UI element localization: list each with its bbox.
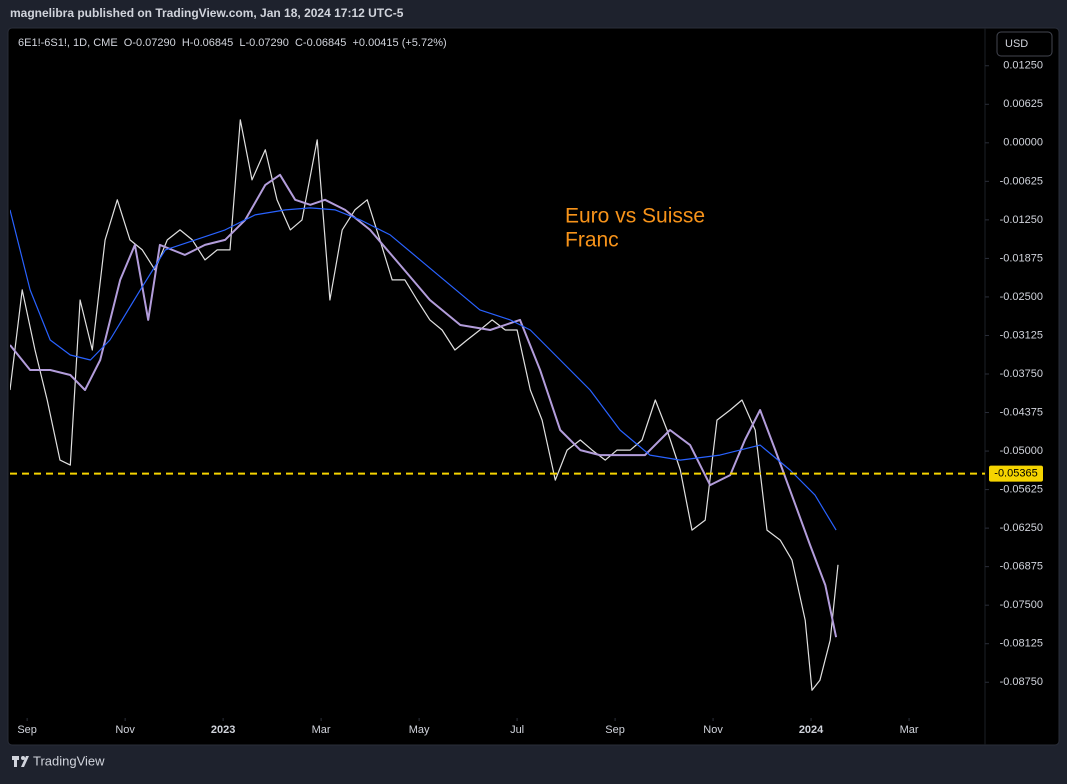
y-tick-label: -0.02500 (1000, 291, 1043, 303)
currency-button[interactable] (996, 31, 1053, 57)
y-tick-label: -0.03750 (1000, 368, 1043, 380)
x-tick-label: Mar (312, 724, 331, 736)
series-line (10, 119, 839, 691)
tv-logo (12, 756, 29, 767)
y-tick-label: -0.01875 (1000, 252, 1043, 264)
series-line (10, 207, 837, 531)
price-level-badge (989, 465, 1043, 482)
x-tick-label: Sep (17, 724, 37, 736)
x-tick-label: Sep (605, 724, 625, 736)
y-tick-label: -0.01250 (1000, 214, 1043, 226)
x-tick-label: 2024 (799, 724, 824, 736)
chart-panel (7, 27, 1060, 746)
x-tick-label: Mar (900, 724, 919, 736)
x-tick-label: May (409, 724, 430, 736)
x-tick-label: 2023 (211, 724, 235, 736)
y-tick-label: -0.06875 (1000, 561, 1043, 573)
plot-area (10, 119, 839, 691)
y-tick-label: -0.08750 (1000, 676, 1043, 688)
y-tick-label: -0.05625 (1000, 483, 1043, 495)
currency-label: USD (1005, 38, 1028, 50)
y-tick-label: -0.06250 (1000, 522, 1043, 534)
x-tick-label: Nov (115, 724, 135, 736)
annotation: Franc (565, 229, 619, 252)
footer-brand: TradingView (33, 753, 105, 768)
y-tick-label: -0.04375 (1000, 406, 1043, 418)
y-tick-label: 0.00625 (1003, 98, 1043, 110)
series-line (10, 173, 838, 638)
y-tick-label: -0.05000 (1000, 445, 1043, 457)
x-tick-label: Jul (510, 724, 524, 736)
y-tick-label: -0.00625 (1000, 175, 1043, 187)
symbol-legend: 6E1!-6S1!, 1D, CME O-0.07290 H-0.06845 L… (18, 37, 447, 49)
y-tick-label: 0.01250 (1003, 60, 1043, 72)
y-tick-label: 0.00000 (1003, 137, 1043, 149)
x-tick-label: Nov (703, 724, 723, 736)
publisher-line: magnelibra published on TradingView.com,… (10, 6, 404, 20)
annotation: Euro vs Suisse (565, 205, 705, 228)
price-level-label: -0.05365 (994, 467, 1037, 479)
y-tick-label: -0.07500 (1000, 599, 1043, 611)
y-tick-label: -0.08125 (1000, 638, 1043, 650)
y-tick-label: -0.03125 (1000, 329, 1043, 341)
